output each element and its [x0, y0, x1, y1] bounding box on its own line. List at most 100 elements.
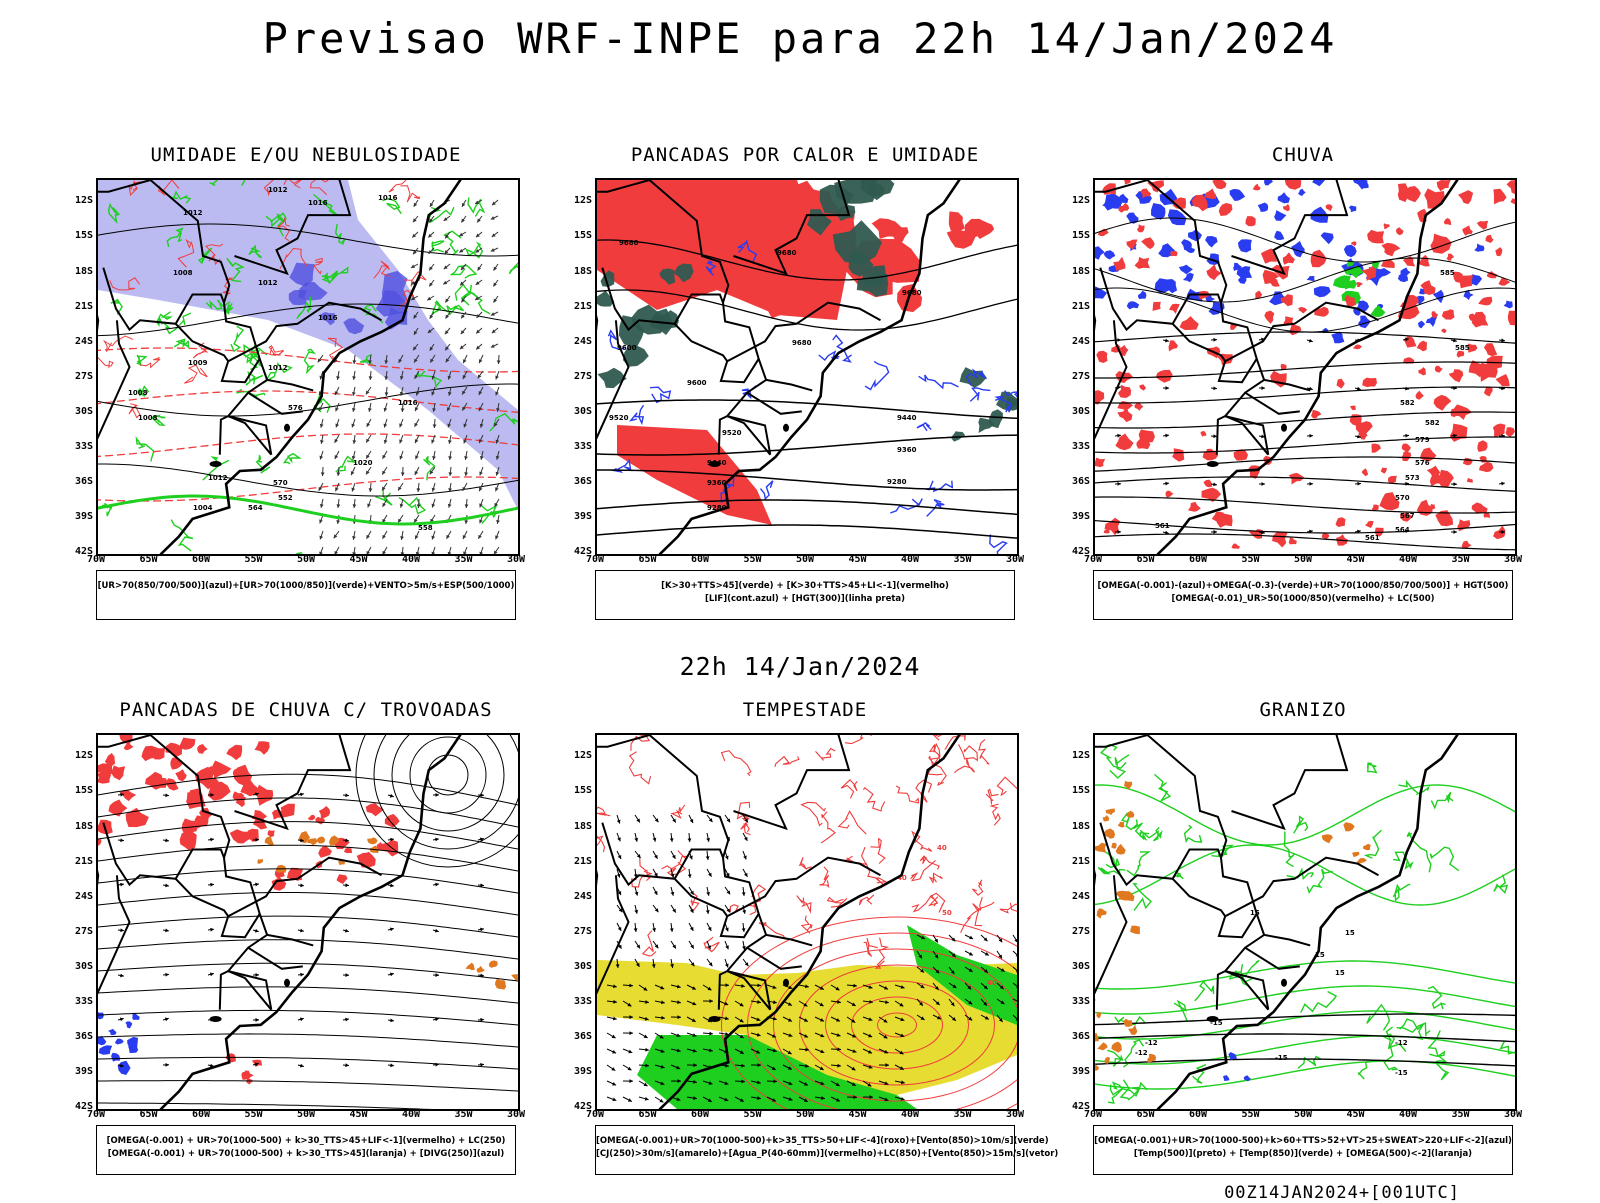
- temp-500-contour: [1095, 1014, 1515, 1025]
- contour-label: 1004: [193, 504, 213, 512]
- contour-label: 1008: [138, 414, 158, 422]
- time-subtitle: 22h 14/Jan/2024: [0, 652, 1600, 681]
- lat-label: 36S: [562, 476, 592, 487]
- lon-label: 65W: [631, 554, 665, 565]
- lon-label: 30W: [998, 1109, 1032, 1120]
- contour-label: 9600: [687, 379, 707, 387]
- contour-label: -12: [1145, 1039, 1158, 1047]
- lat-label: 21S: [1060, 301, 1090, 312]
- lat-label: 39S: [63, 511, 93, 522]
- lon-label: 40W: [394, 554, 428, 565]
- lon-label: 30W: [499, 554, 533, 565]
- lat-label: 21S: [63, 856, 93, 867]
- height-300-contour: [597, 500, 1017, 514]
- temp-850-contour: [1095, 1061, 1515, 1089]
- map-canvas: 1012101210161016100810121016100910121008…: [98, 180, 518, 554]
- contour-label: 50: [942, 909, 952, 917]
- lon-label: 40W: [1391, 1109, 1425, 1120]
- height-500-contour-north: [1095, 258, 1515, 302]
- lon-label: 70W: [1076, 1109, 1110, 1120]
- legend-line: [UR>70(850/700/500)](azul)+[UR>70(1000/8…: [97, 580, 515, 593]
- contour-label: 9680: [619, 239, 639, 247]
- contour-label: 40: [987, 979, 997, 987]
- lagoon-mark: [1207, 1016, 1219, 1022]
- lon-label: 70W: [79, 554, 113, 565]
- lat-label: 30S: [1060, 406, 1090, 417]
- lat-label: 21S: [562, 301, 592, 312]
- lon-label: 45W: [1339, 1109, 1373, 1120]
- lat-label: 24S: [1060, 336, 1090, 347]
- lat-label: 36S: [63, 476, 93, 487]
- lagoon-mark: [1207, 461, 1219, 467]
- thunderstorm-orange-se: [465, 960, 518, 989]
- lat-label: 36S: [63, 1031, 93, 1042]
- lat-label: 36S: [1060, 1031, 1090, 1042]
- contour-label: 9280: [887, 478, 907, 486]
- k-index-green-se: [951, 367, 1017, 442]
- contour-label: 40: [937, 844, 947, 852]
- contour-label: 558: [418, 524, 433, 532]
- lon-label: 50W: [289, 554, 323, 565]
- contour-label: 561: [1365, 534, 1380, 542]
- legend-line: [LIF](cont.azul) + [HGT(300)](linha pret…: [596, 593, 1014, 606]
- lon-label: 55W: [736, 1109, 770, 1120]
- lat-label: 33S: [1060, 441, 1090, 452]
- lat-label: 15S: [63, 230, 93, 241]
- legend-line: [K>30+TTS>45](verde) + [K>30+TTS>45+LI<-…: [596, 580, 1014, 593]
- lon-label: 70W: [1076, 554, 1110, 565]
- lon-label: 35W: [946, 1109, 980, 1120]
- lat-label: 15S: [1060, 785, 1090, 796]
- height-500-contour: [1095, 457, 1515, 471]
- lat-label: 30S: [562, 406, 592, 417]
- contour-label: -15: [1275, 1054, 1288, 1062]
- map-pancadas_calor: 9680968096809680960096009520952094409440…: [595, 178, 1019, 556]
- height-500-contour: [1095, 497, 1515, 513]
- lat-label: 39S: [63, 1066, 93, 1077]
- lon-label: 55W: [237, 1109, 271, 1120]
- height-300-contour: [597, 400, 1017, 418]
- lagoon-mark: [709, 461, 721, 467]
- lon-label: 30W: [998, 554, 1032, 565]
- contour-label: 1012: [258, 279, 278, 287]
- lat-label: 12S: [562, 750, 592, 761]
- contour-label: 582: [1425, 419, 1440, 427]
- lat-label: 18S: [63, 266, 93, 277]
- lon-label: 50W: [1286, 1109, 1320, 1120]
- lon-label: 60W: [184, 554, 218, 565]
- lat-label: 18S: [63, 821, 93, 832]
- contour-label: 585: [1440, 269, 1455, 277]
- lagoa-dos-patos-mark: [1281, 424, 1287, 432]
- lon-label: 70W: [79, 1109, 113, 1120]
- lat-label: 27S: [63, 371, 93, 382]
- lat-label: 33S: [63, 441, 93, 452]
- lat-label: 33S: [562, 996, 592, 1007]
- lagoa-dos-patos-mark: [783, 424, 789, 432]
- lon-label: 30W: [1496, 554, 1530, 565]
- height-500-contour: [1095, 332, 1515, 343]
- temp-850-contour: [1095, 986, 1515, 1014]
- lat-label: 18S: [562, 821, 592, 832]
- lat-label: 27S: [1060, 371, 1090, 382]
- lat-label: 36S: [562, 1031, 592, 1042]
- contour-label: 15: [1335, 969, 1345, 977]
- contour-label: 552: [278, 494, 293, 502]
- contour-label: 9680: [792, 339, 812, 347]
- lon-label: 35W: [447, 554, 481, 565]
- lat-label: 24S: [562, 336, 592, 347]
- lat-label: 15S: [1060, 230, 1090, 241]
- contour-label: 1016: [398, 399, 418, 407]
- legend-caption-pancadas_calor: [K>30+TTS>45](verde) + [K>30+TTS>45+LI<-…: [595, 570, 1015, 620]
- instability-south-area: [617, 425, 772, 525]
- lat-label: 15S: [562, 230, 592, 241]
- lon-label: 35W: [447, 1109, 481, 1120]
- lon-label: 45W: [1339, 554, 1373, 565]
- contour-label: 15: [1345, 929, 1355, 937]
- contour-label: 9360: [897, 446, 917, 454]
- lagoa-dos-patos-mark: [1281, 979, 1287, 987]
- run-timestamp: 00Z14JAN2024+[001UTC]: [1224, 1183, 1460, 1203]
